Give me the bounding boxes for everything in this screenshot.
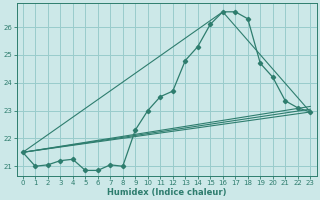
X-axis label: Humidex (Indice chaleur): Humidex (Indice chaleur)	[107, 188, 226, 197]
